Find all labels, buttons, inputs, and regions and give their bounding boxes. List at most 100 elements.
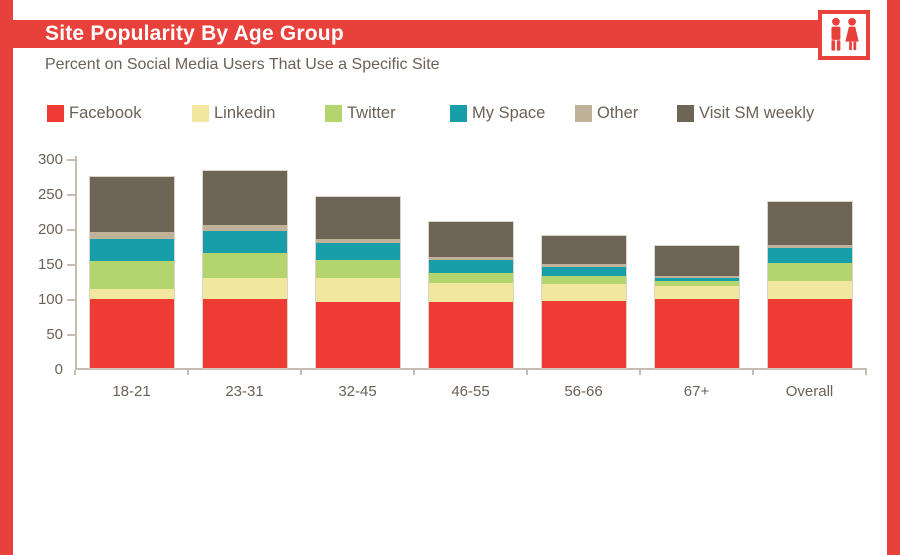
bar-segment-my-space [654, 277, 739, 282]
y-tick-label: 250 [37, 186, 63, 203]
bar-segment-linkedin [89, 288, 174, 299]
bar-segment-facebook [315, 301, 400, 368]
bar-segment-linkedin [315, 278, 400, 302]
x-tick [752, 370, 754, 375]
x-axis-label: 23-31 [225, 383, 264, 400]
x-axis-label: 46-55 [451, 383, 490, 400]
x-axis-line [75, 368, 867, 370]
bar-segment-facebook [767, 299, 852, 368]
bar-segment-linkedin [202, 277, 287, 300]
bar-segment-visit-sm-weekly [315, 196, 400, 239]
x-tick [300, 370, 302, 375]
legend-item-my-space: My Space [450, 104, 575, 123]
y-axis-line [75, 156, 77, 370]
bar-segment-other [315, 238, 400, 243]
y-tick [67, 299, 75, 301]
y-tick-label: 0 [54, 361, 63, 378]
legend-swatch-facebook [47, 104, 64, 122]
title-banner: Site Popularity By Age Group [0, 20, 818, 48]
legend-item-twitter: Twitter [325, 104, 450, 123]
bar-segment-linkedin [541, 284, 626, 301]
y-tick [67, 229, 75, 231]
bar-segment-my-space [428, 259, 513, 273]
bar-segment-my-space [89, 238, 174, 261]
stacked-bar-18-21 [89, 176, 174, 368]
y-tick-label: 150 [37, 256, 63, 273]
bar-segment-other [654, 275, 739, 278]
y-tick-label: 300 [37, 151, 63, 168]
man-woman-glyph [831, 17, 859, 51]
bar-segment-other [202, 225, 287, 231]
legend-label: Facebook [69, 103, 142, 122]
legend-swatch-my-space [450, 104, 467, 122]
right-border-stripe [887, 0, 900, 555]
bar-segment-linkedin [767, 281, 852, 300]
bar-segment-my-space [202, 230, 287, 254]
stacked-bar-23-31 [202, 170, 287, 368]
legend-label: Visit SM weekly [699, 103, 815, 122]
legend-swatch-linkedin [192, 104, 209, 122]
bar-segment-visit-sm-weekly [89, 176, 174, 233]
legend-label: Linkedin [214, 103, 276, 122]
bar-segment-other [541, 264, 626, 268]
stacked-bar-overall [767, 202, 852, 368]
bar-segment-twitter [541, 276, 626, 285]
y-tick [67, 334, 75, 336]
x-axis-label: 56-66 [564, 383, 603, 400]
x-axis-label: 67+ [683, 383, 710, 400]
legend-swatch-twitter [325, 104, 342, 122]
bar-segment-facebook [654, 298, 739, 368]
y-tick [67, 264, 75, 266]
y-tick-label: 200 [37, 221, 63, 238]
bar-segment-my-space [541, 267, 626, 277]
x-axis-label: Overall [785, 383, 834, 400]
legend-label: Other [597, 103, 639, 122]
x-tick [526, 370, 528, 375]
legend-item-visit-sm-weekly: Visit SM weekly [677, 104, 814, 123]
legend-item-linkedin: Linkedin [192, 104, 325, 123]
bar-segment-other [428, 256, 513, 260]
bar-segment-twitter [202, 253, 287, 278]
man-woman-icon [818, 10, 870, 60]
bar-segment-twitter [654, 281, 739, 287]
x-axis-label: 32-45 [338, 383, 377, 400]
legend-item-other: Other [575, 104, 677, 123]
legend-item-facebook: Facebook [47, 104, 192, 123]
x-tick [865, 370, 867, 375]
y-tick-label: 50 [46, 326, 63, 343]
bar-segment-facebook [541, 300, 626, 368]
bar-segment-twitter [767, 263, 852, 282]
bar-segment-visit-sm-weekly [428, 221, 513, 257]
stacked-bar-67- [654, 246, 739, 368]
y-tick-label: 100 [37, 291, 63, 308]
x-tick [74, 370, 76, 375]
x-axis-label: 18-21 [112, 383, 151, 400]
chart-legend: Facebook Linkedin Twitter My Space Other Visi… [47, 103, 814, 123]
bar-segment-facebook [202, 299, 287, 368]
plot-area: 0 50 100 150 200 250 300 18-21 23-31 32-45 46-55 56… [38, 151, 867, 400]
bar-segment-facebook [89, 298, 174, 368]
page-subtitle: Percent on Social Media Users That Use a… [45, 56, 440, 73]
bar-segment-other [89, 232, 174, 239]
bar-segment-visit-sm-weekly [654, 246, 739, 276]
bar-segment-facebook [428, 301, 513, 368]
bar-segment-linkedin [654, 286, 739, 299]
bar-segment-visit-sm-weekly [202, 170, 287, 226]
legend-label: My Space [472, 103, 546, 122]
bar-segment-visit-sm-weekly [767, 202, 852, 245]
left-border-stripe [0, 0, 13, 555]
page-title: Site Popularity By Age Group [45, 22, 344, 45]
stacked-bar-46-55 [428, 221, 513, 368]
x-tick [413, 370, 415, 375]
bar-segment-my-space [767, 248, 852, 264]
stacked-bar-32-45 [315, 196, 400, 368]
bar-segment-visit-sm-weekly [541, 236, 626, 265]
legend-label: Twitter [347, 103, 396, 122]
legend-swatch-visit-sm-weekly [677, 104, 694, 122]
bar-segment-twitter [315, 259, 400, 279]
legend-swatch-other [575, 104, 592, 122]
x-tick [187, 370, 189, 375]
y-tick [67, 194, 75, 196]
bar-segment-other [767, 244, 852, 249]
bar-segment-twitter [89, 260, 174, 289]
